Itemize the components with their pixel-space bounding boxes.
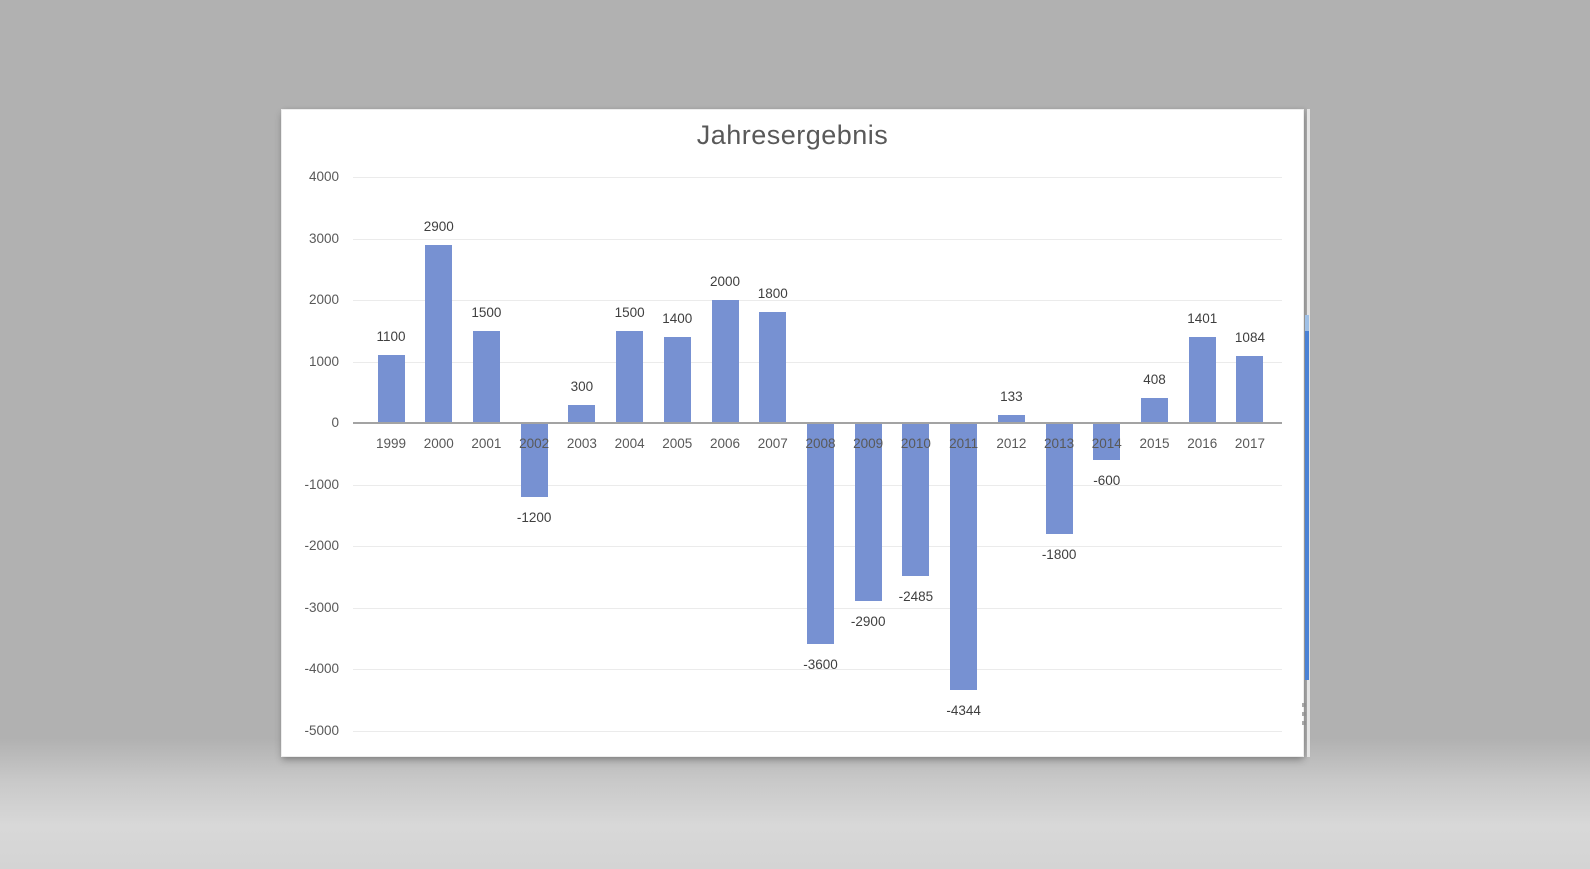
x-axis-tick-label: 2013 bbox=[1044, 436, 1075, 451]
bar bbox=[1236, 356, 1264, 423]
bar-value-label: -1200 bbox=[516, 509, 552, 525]
dot bbox=[1302, 721, 1306, 725]
bar bbox=[1045, 423, 1073, 534]
x-axis-tick-label: 2001 bbox=[471, 436, 502, 451]
x-axis-tick-label: 2007 bbox=[757, 436, 788, 451]
gridline bbox=[353, 669, 1282, 670]
bar bbox=[902, 423, 930, 576]
x-axis-tick-label: 2017 bbox=[1234, 436, 1265, 451]
x-axis-tick-label: 2009 bbox=[853, 436, 884, 451]
bar-value-label: 133 bbox=[1000, 388, 1023, 404]
bar bbox=[950, 423, 978, 691]
dot bbox=[1302, 712, 1306, 716]
bar bbox=[806, 423, 834, 645]
bar bbox=[1093, 423, 1121, 460]
x-axis-tick-label: 2002 bbox=[519, 436, 550, 451]
bar bbox=[997, 414, 1025, 423]
y-axis-tick-label: -4000 bbox=[304, 661, 339, 676]
chart-title: Jahresergebnis bbox=[696, 120, 889, 150]
x-axis-tick-label: 2010 bbox=[900, 436, 931, 451]
bar-value-label: 408 bbox=[1143, 371, 1166, 387]
y-axis-tick-label: -2000 bbox=[304, 538, 339, 553]
bar-value-label: -3600 bbox=[803, 657, 838, 673]
bar bbox=[520, 423, 548, 497]
x-axis-tick-label: 2011 bbox=[949, 436, 979, 451]
dot bbox=[1302, 703, 1306, 707]
y-axis-tick-label: -5000 bbox=[304, 722, 339, 738]
plot-area: 4000 3000 2000 1000 0 -1000 -2000 -3000 -4000 -50… bbox=[282, 110, 1303, 756]
bar-value-label: 2000 bbox=[710, 274, 741, 289]
bar-value-label: -2485 bbox=[898, 588, 934, 604]
bar-value-label: 1401 bbox=[1187, 310, 1218, 326]
slide-panel: Jahresergebnis 4000 3000 2000 1000 0 -1000 -20… bbox=[281, 109, 1304, 757]
x-axis-tick-label: 2005 bbox=[662, 436, 693, 451]
bar-value-label: -4344 bbox=[946, 703, 981, 719]
ellipsis-artifact bbox=[1302, 703, 1307, 725]
bar bbox=[568, 404, 596, 423]
y-axis-tick-label: 1000 bbox=[308, 353, 339, 369]
gridline bbox=[353, 238, 1282, 240]
y-axis-tick-label: 3000 bbox=[308, 230, 339, 246]
bar-value-label: 1100 bbox=[376, 329, 406, 345]
bar bbox=[663, 336, 691, 423]
clipped-blue-object bbox=[1305, 315, 1309, 680]
y-axis-tick-label: -1000 bbox=[304, 476, 339, 492]
x-axis-tick-label: 2008 bbox=[805, 436, 836, 451]
gridline bbox=[353, 730, 1282, 732]
x-axis-tick-label: 2003 bbox=[566, 436, 597, 451]
bar bbox=[377, 355, 405, 423]
gridline bbox=[353, 300, 1282, 301]
clipped-blue-object-top bbox=[1305, 315, 1309, 331]
bar bbox=[759, 312, 787, 423]
x-axis-tick-label: 2016 bbox=[1187, 436, 1218, 451]
y-axis-tick-label: 2000 bbox=[308, 292, 339, 307]
bar-value-label: 1500 bbox=[614, 304, 645, 320]
x-axis-tick-label: 2012 bbox=[996, 436, 1027, 451]
x-axis-tick-label: 2006 bbox=[710, 436, 741, 451]
bar-value-label: 1500 bbox=[471, 304, 502, 320]
y-axis-tick-label: -3000 bbox=[304, 599, 339, 615]
bar bbox=[854, 423, 882, 602]
bar bbox=[616, 330, 644, 423]
bar bbox=[711, 300, 739, 423]
bar bbox=[1188, 336, 1216, 423]
x-axis-tick-label: 2014 bbox=[1091, 436, 1122, 451]
bar-value-label: -2900 bbox=[850, 614, 886, 630]
x-axis-tick-label: 1999 bbox=[375, 436, 407, 451]
y-axis-tick-label: 4000 bbox=[308, 169, 339, 184]
bar bbox=[425, 244, 453, 423]
bar-value-label: -1800 bbox=[1041, 546, 1077, 562]
bar bbox=[1141, 397, 1169, 423]
bar-value-label: 1084 bbox=[1234, 330, 1265, 346]
bar-value-label: 300 bbox=[570, 378, 594, 394]
bar-value-label: 1400 bbox=[662, 310, 693, 326]
x-axis-tick-label: 2015 bbox=[1139, 436, 1170, 451]
y-axis-tick-label: 0 bbox=[331, 415, 339, 430]
bar-value-label: -600 bbox=[1093, 472, 1121, 488]
x-axis-tick-label: 2000 bbox=[423, 436, 454, 451]
gridline bbox=[353, 361, 1282, 363]
bar bbox=[472, 330, 500, 423]
gridline bbox=[353, 177, 1282, 178]
bar-value-label: 1800 bbox=[757, 286, 788, 302]
x-axis-tick-label: 2004 bbox=[614, 436, 645, 451]
bar-value-label: 2900 bbox=[423, 218, 454, 234]
x-axis-line bbox=[353, 422, 1282, 424]
